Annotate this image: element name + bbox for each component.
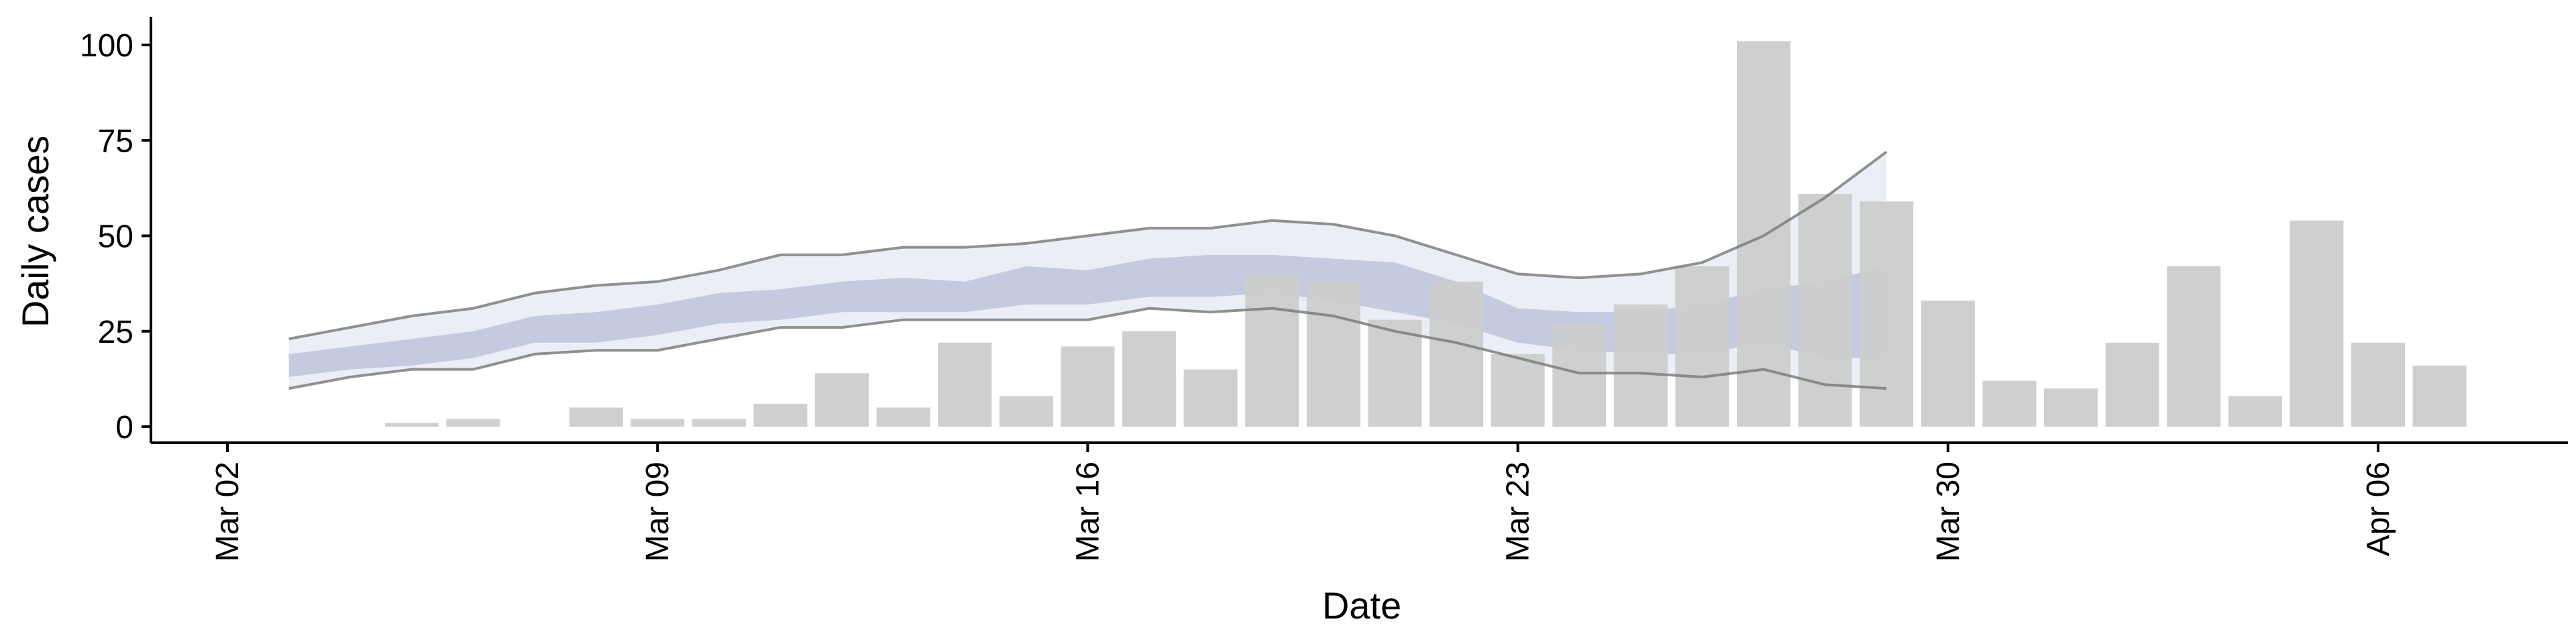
bar-2020-03-13 bbox=[876, 407, 930, 427]
bar-2020-03-20 bbox=[1306, 281, 1360, 427]
bar-2020-03-15 bbox=[999, 396, 1053, 427]
band-inner bbox=[288, 254, 1887, 377]
bar-2020-04-07 bbox=[2412, 366, 2467, 427]
x-tick-label-2020-03-09: Mar 09 bbox=[640, 462, 676, 561]
bar-2020-03-16 bbox=[1061, 346, 1115, 427]
bar-2020-03-22 bbox=[1430, 281, 1483, 427]
bar-2020-03-17 bbox=[1122, 331, 1176, 427]
estimate-bands bbox=[288, 152, 1887, 389]
bar-2020-04-06 bbox=[2351, 342, 2405, 427]
bars bbox=[384, 41, 2467, 427]
bar-2020-03-10 bbox=[692, 419, 746, 427]
bar-2020-03-21 bbox=[1368, 319, 1422, 427]
bar-2020-03-18 bbox=[1183, 369, 1238, 427]
y-tick-label-25: 25 bbox=[98, 315, 133, 350]
bar-2020-03-19 bbox=[1245, 274, 1299, 427]
y-tick-label-100: 100 bbox=[80, 28, 133, 64]
line-lower bbox=[288, 307, 1887, 390]
bar-2020-03-26 bbox=[1675, 266, 1729, 427]
bar-2020-04-05 bbox=[2290, 220, 2344, 427]
x-tick-label-2020-04-06: Apr 06 bbox=[2361, 462, 2396, 556]
bar-2020-03-06 bbox=[446, 419, 500, 427]
bar-2020-03-25 bbox=[1613, 304, 1668, 427]
bar-2020-04-03 bbox=[2167, 266, 2221, 427]
bar-2020-03-31 bbox=[1982, 380, 2037, 427]
bar-2020-03-28 bbox=[1798, 193, 1852, 427]
line-upper bbox=[288, 150, 1888, 341]
x-tick-label-2020-03-02: Mar 02 bbox=[210, 462, 246, 561]
y-tick-label-75: 75 bbox=[98, 123, 133, 159]
bar-2020-03-09 bbox=[631, 419, 685, 427]
bar-2020-04-01 bbox=[2044, 388, 2098, 427]
bar-2020-03-30 bbox=[1921, 301, 1975, 427]
bar-2020-03-05 bbox=[384, 423, 439, 427]
x-tick-label-2020-03-23: Mar 23 bbox=[1501, 462, 1536, 561]
x-tick-label-2020-03-30: Mar 30 bbox=[1931, 462, 1966, 561]
bar-2020-03-27 bbox=[1737, 41, 1790, 427]
bar-2020-03-08 bbox=[569, 407, 623, 427]
bar-2020-03-12 bbox=[815, 373, 869, 427]
bar-2020-03-11 bbox=[753, 403, 808, 427]
y-tick-label-0: 0 bbox=[115, 410, 133, 445]
bar-2020-03-14 bbox=[938, 342, 992, 427]
bar-2020-04-04 bbox=[2228, 396, 2282, 427]
bar-2020-03-24 bbox=[1552, 323, 1607, 427]
bar-2020-03-29 bbox=[1860, 201, 1914, 427]
bar-2020-03-23 bbox=[1491, 354, 1545, 427]
x-axis-title: Date bbox=[1322, 584, 1401, 627]
x-ticks: Mar 02 Mar 09 Mar 16 Mar 23 Mar 30 Apr 06 bbox=[210, 443, 2396, 561]
bar-2020-04-02 bbox=[2105, 342, 2159, 427]
estimate-lines bbox=[288, 150, 1888, 390]
y-tick-label-50: 50 bbox=[98, 219, 133, 255]
x-tick-label-2020-03-16: Mar 16 bbox=[1070, 462, 1106, 561]
y-axis-title: Daily cases bbox=[14, 136, 56, 327]
axes: 0 25 50 75 100 Mar 02 Mar 09 Mar 16 Mar 23 Mar 3… bbox=[80, 17, 2568, 561]
y-ticks: 0 25 50 75 100 bbox=[80, 28, 151, 445]
